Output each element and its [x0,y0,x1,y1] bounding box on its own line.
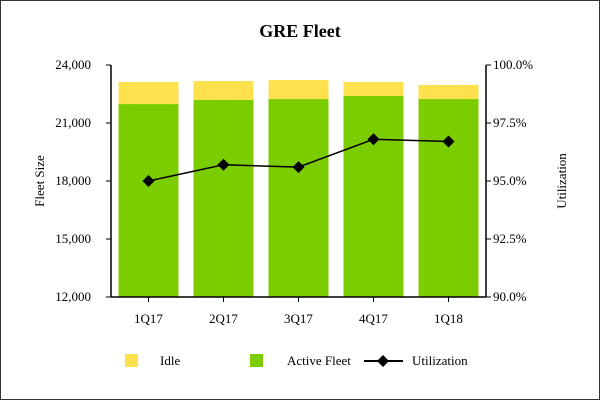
legend-label-idle: Idle [160,353,180,368]
legend-label-utilization: Utilization [412,353,468,368]
left-ticks: 12,000 15,000 18,000 21,000 24,000 [55,57,111,304]
bar-idle [268,80,329,100]
bar-idle [118,82,179,105]
left-tick-label: 18,000 [55,173,91,188]
legend: Idle Active Fleet Utilization [125,353,468,368]
left-tick-label: 24,000 [55,57,91,72]
utilization-line-group [142,133,455,187]
legend-label-active-fleet: Active Fleet [287,353,351,368]
right-tick-label: 100.0% [493,57,533,72]
bar-active-fleet [118,104,179,297]
diamond-marker-icon [442,135,455,148]
bar-idle [343,82,404,96]
legend-swatch-active-fleet [250,354,263,367]
y-axis-label: Fleet Size [32,155,47,207]
bar-active-fleet [418,99,479,297]
x-tick-label: 1Q18 [434,311,463,326]
left-tick-label: 12,000 [55,289,91,304]
chart-title: GRE Fleet [259,21,340,41]
diamond-marker-icon [292,161,305,174]
right-tick-label: 95.0% [493,173,527,188]
legend-swatch-idle [125,354,138,367]
x-tick-label: 1Q17 [134,311,163,326]
bar-active-fleet [268,99,329,297]
diamond-marker-icon [142,175,155,187]
x-tick-label: 4Q17 [359,311,388,326]
x-ticks: 1Q17 2Q17 3Q17 4Q17 1Q18 [134,297,463,326]
bar-idle [418,84,479,100]
diamond-marker-icon [377,355,389,367]
diamond-marker-icon [367,133,380,146]
bars-group [118,80,479,297]
bar-idle [193,81,254,100]
x-tick-label: 3Q17 [284,311,313,326]
right-ticks: 90.0% 92.5% 95.0% 97.5% 100.0% [486,57,533,304]
right-tick-label: 92.5% [493,231,527,246]
bar-active-fleet [343,95,404,297]
bar-active-fleet [193,99,254,297]
x-tick-label: 2Q17 [209,311,238,326]
right-tick-label: 97.5% [493,115,527,130]
left-tick-label: 21,000 [55,115,91,130]
right-tick-label: 90.0% [493,289,527,304]
y-axis-right-label: Utilization [554,153,569,209]
left-tick-label: 15,000 [55,231,91,246]
diamond-marker-icon [217,158,230,171]
